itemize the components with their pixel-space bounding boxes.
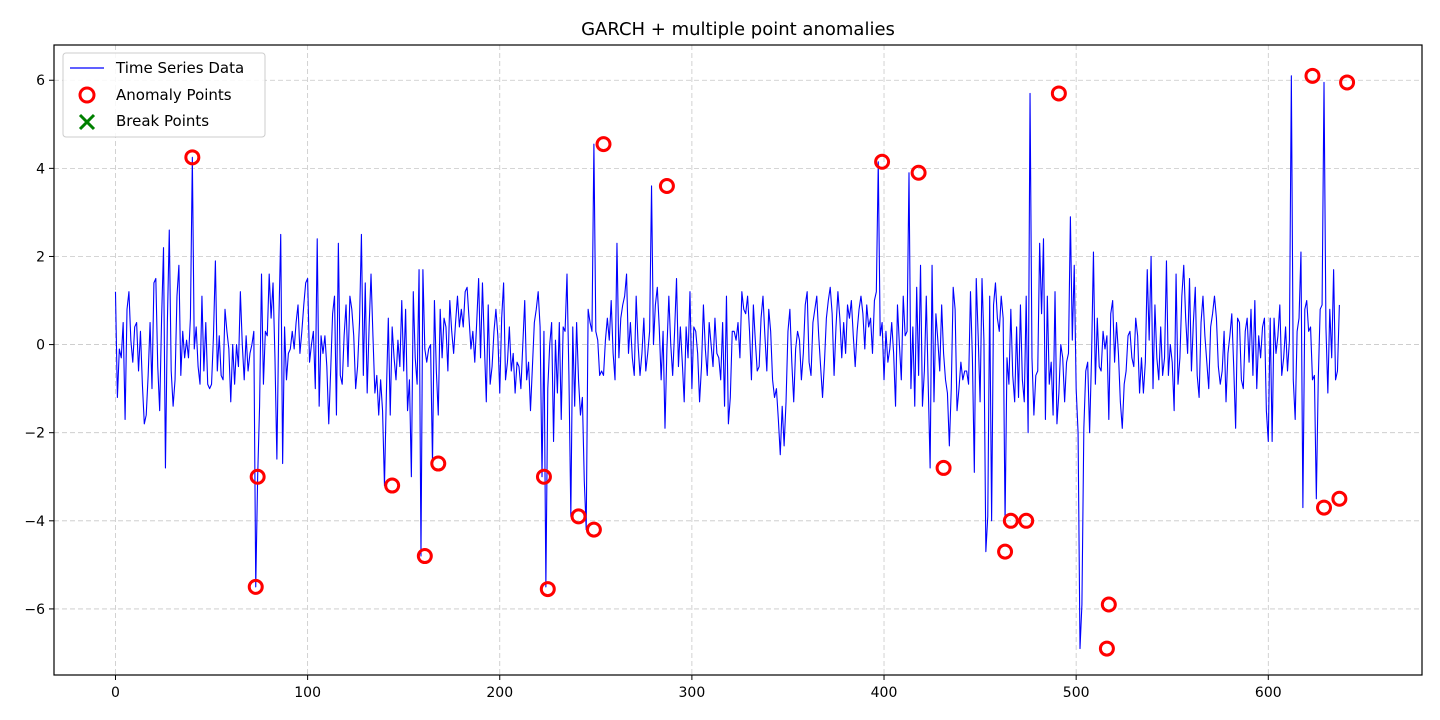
anomaly-point (874, 153, 891, 170)
legend-x-swatch (78, 113, 96, 131)
legend-box (62, 52, 266, 138)
anomaly-point (1050, 85, 1067, 102)
x-axis: 0 100 200 300 400 500 600 (111, 675, 1282, 701)
legend-label-series-0: Time Series Data (115, 59, 244, 77)
x-tick-label: 600 (1255, 685, 1282, 701)
anomaly-point (416, 548, 433, 565)
y-tick-label: −6 (24, 602, 45, 618)
anomaly-point (935, 459, 952, 476)
chart-title: GARCH + multiple point anomalies (581, 19, 895, 40)
y-tick-label: 6 (36, 73, 45, 89)
legend-circle-swatch (78, 86, 96, 104)
anomaly-point (910, 164, 927, 181)
plot-area (114, 67, 1356, 657)
anomaly-point (430, 455, 447, 472)
x-tick-label: 400 (871, 685, 898, 701)
anomaly-point (570, 508, 587, 525)
anomaly-point (1316, 499, 1333, 516)
legend-label-series-1: Anomaly Points (116, 86, 232, 104)
x-tick-label: 200 (486, 685, 513, 701)
anomaly-point (384, 477, 401, 494)
x-tick-label: 500 (1063, 685, 1090, 701)
y-tick-label: 4 (36, 161, 45, 177)
anomaly-point (1331, 490, 1348, 507)
anomaly-point (1098, 640, 1115, 657)
anomaly-point (184, 149, 201, 166)
anomaly-point (585, 521, 602, 538)
legend-label-series-2: Break Points (116, 112, 209, 130)
anomaly-point (997, 543, 1014, 560)
y-axis: −6 −4 −2 0 2 4 6 (24, 73, 54, 618)
y-tick-label: −2 (24, 426, 45, 442)
anomaly-point (658, 177, 675, 194)
anomaly-point (247, 578, 264, 595)
x-tick-label: 0 (111, 685, 120, 701)
x-tick-label: 100 (294, 685, 321, 701)
anomaly-point (535, 468, 552, 485)
anomaly-point (1100, 596, 1117, 613)
anomaly-point (1339, 74, 1356, 91)
legend: Time Series Data Anomaly Points Break Po… (62, 52, 266, 138)
anomaly-point (1002, 512, 1019, 529)
x-tick-label: 300 (679, 685, 706, 701)
series-line-time-series-data (114, 75, 1340, 650)
anomaly-point (1018, 512, 1035, 529)
anomaly-point (249, 468, 266, 485)
anomaly-point (595, 136, 612, 153)
y-tick-label: −4 (24, 514, 45, 530)
axes-frame (53, 44, 1423, 676)
anomaly-point (1304, 67, 1321, 84)
y-tick-label: 0 (36, 338, 45, 354)
y-tick-label: 2 (36, 249, 45, 265)
anomaly-point (539, 581, 556, 598)
